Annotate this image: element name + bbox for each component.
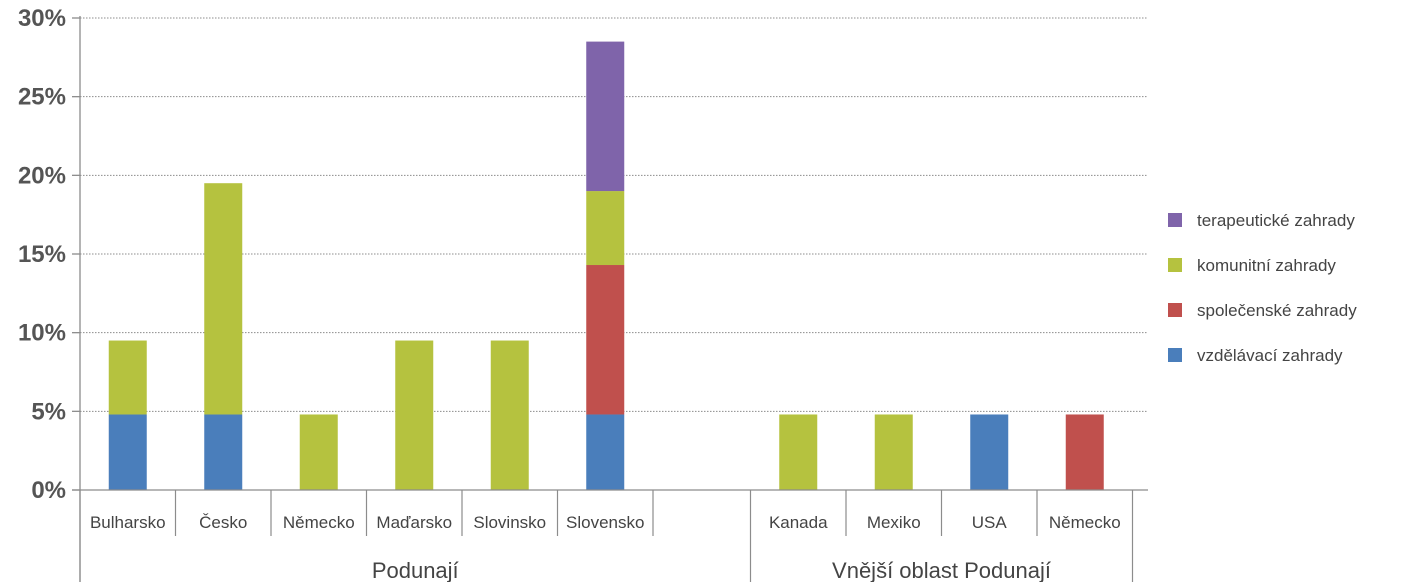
x-tick-label: Kanada: [769, 513, 828, 532]
x-tick-label: Bulharsko: [90, 513, 166, 532]
legend-swatch: [1168, 348, 1182, 362]
x-tick-label: Německo: [283, 513, 355, 532]
bar-segment: [299, 414, 338, 490]
bar-segment: [204, 414, 243, 490]
legend-label: vzdělávací zahrady: [1197, 346, 1343, 365]
y-tick-label: 10%: [18, 320, 66, 347]
bar-segment: [108, 340, 147, 415]
legend-swatch: [1168, 303, 1182, 317]
legend-label: společenské zahrady: [1197, 301, 1357, 320]
x-tick-label: USA: [972, 513, 1008, 532]
x-tick-label: Maďarsko: [376, 513, 452, 532]
group-label: Podunají: [372, 558, 459, 582]
legend-label: terapeutické zahrady: [1197, 211, 1355, 230]
y-tick-label: 5%: [31, 398, 66, 425]
y-tick-label: 0%: [31, 477, 66, 504]
y-tick-label: 15%: [18, 241, 66, 268]
bar-segment: [586, 414, 625, 490]
bar-segment: [970, 414, 1009, 490]
bar-segment: [395, 340, 434, 490]
y-tick-label: 25%: [18, 84, 66, 111]
x-tick-label: Česko: [199, 513, 247, 532]
legend-label: komunitní zahrady: [1197, 256, 1336, 275]
y-tick-label: 20%: [18, 162, 66, 189]
y-tick-label: 30%: [18, 5, 66, 32]
x-tick-label: Slovinsko: [473, 513, 546, 532]
group-label: Vnější oblast Podunají: [832, 558, 1051, 582]
bar-segment: [874, 414, 913, 490]
x-tick-label: Německo: [1049, 513, 1121, 532]
bar-segment: [1065, 414, 1104, 490]
legend-swatch: [1168, 258, 1182, 272]
bar-segment: [586, 41, 625, 192]
legend-swatch: [1168, 213, 1182, 227]
x-tick-label: Mexiko: [867, 513, 921, 532]
bar-segment: [490, 340, 529, 490]
bar-segment: [779, 414, 818, 490]
x-tick-label: Slovensko: [566, 513, 644, 532]
bar-segment: [108, 414, 147, 490]
bar-segment: [586, 191, 625, 266]
bar-segment: [586, 265, 625, 415]
bar-segment: [204, 183, 243, 415]
